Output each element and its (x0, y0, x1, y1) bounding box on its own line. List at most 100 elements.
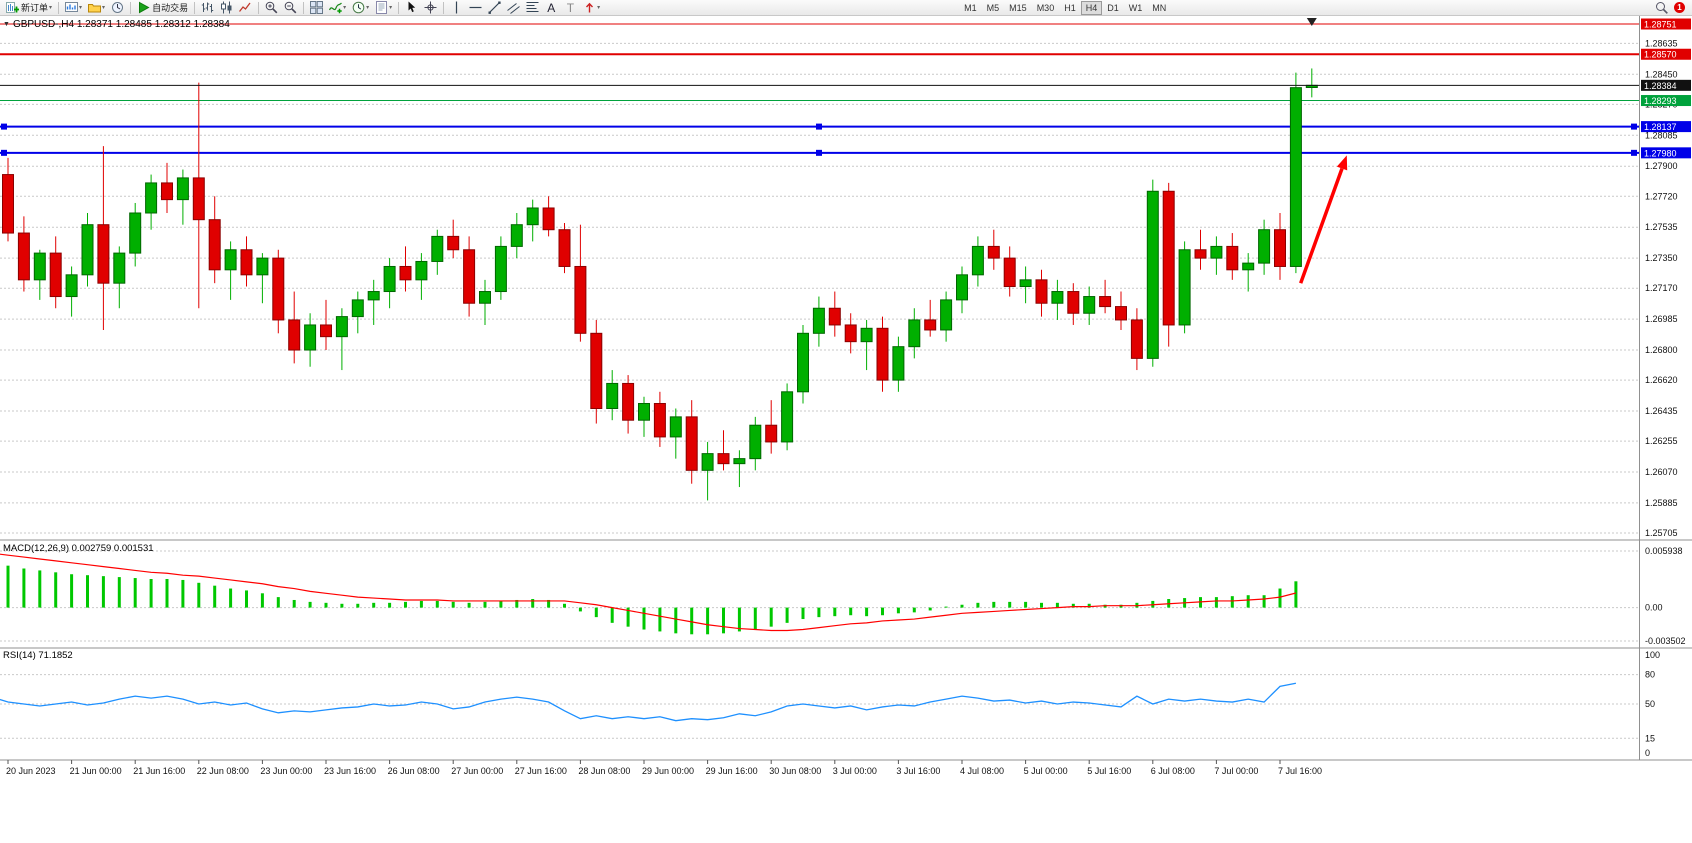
zoom-out-icon (284, 1, 297, 14)
candle-body (510, 224, 523, 247)
tile-windows-button[interactable] (307, 0, 326, 15)
candle-body (733, 458, 746, 465)
fibonacci-button[interactable] (523, 0, 542, 15)
channel-button[interactable] (504, 0, 523, 15)
rsi-scale-label: 0 (1645, 748, 1650, 758)
time-axis-label: 21 Jun 16:00 (133, 766, 185, 776)
candle-body (113, 252, 126, 284)
line-handle[interactable] (1, 149, 7, 156)
text-button[interactable]: A (542, 0, 561, 15)
candle-body (479, 291, 491, 304)
indicators-icon (329, 2, 343, 14)
market-watch-button[interactable] (108, 0, 127, 15)
text-icon: A (547, 1, 555, 14)
candlestick-button[interactable] (217, 0, 236, 15)
toolbar-group: 新订单 ▾ (3, 0, 55, 16)
charts-button[interactable]: ▾ (62, 0, 85, 15)
time-axis-label: 23 Jun 00:00 (260, 766, 312, 776)
line-handle[interactable] (1631, 123, 1637, 130)
autotrade-button[interactable]: 自动交易 (134, 0, 191, 15)
timeframe-H4[interactable]: H4 (1080, 0, 1103, 15)
horizontal-line-icon (469, 6, 482, 9)
line-handle[interactable] (1, 123, 7, 130)
candle-body (717, 453, 730, 465)
candle-body (367, 291, 380, 301)
indicators-button[interactable]: ▾ (326, 0, 349, 15)
crosshair-icon (424, 1, 437, 14)
zoom-in-button[interactable] (262, 0, 281, 15)
rsi-scale-label: 80 (1645, 670, 1655, 680)
timeframe-D1[interactable]: D1 (1102, 1, 1124, 15)
arrows-button[interactable]: ▾ (580, 0, 603, 15)
timeframe-M15[interactable]: M15 (1004, 1, 1032, 15)
candle-body (272, 257, 285, 321)
trend-arrow[interactable] (1299, 167, 1344, 284)
line-handle[interactable] (816, 123, 822, 130)
candle-body (192, 177, 205, 221)
candle-body (161, 182, 173, 201)
timeframe-H1[interactable]: H1 (1059, 1, 1081, 15)
new-order-button[interactable]: 新订单 ▾ (3, 0, 55, 15)
price-scale-label: 1.27720 (1645, 191, 1678, 201)
ohlc-bars-button[interactable] (198, 0, 217, 15)
price-scale-label: 1.26620 (1645, 375, 1678, 385)
toolbar-group (262, 0, 300, 16)
search-button[interactable] (1652, 0, 1671, 15)
price-tag (1641, 48, 1691, 60)
timeframe-MN[interactable]: MN (1147, 1, 1171, 15)
label-button[interactable]: T (561, 0, 580, 15)
time-axis-label: 23 Jun 16:00 (324, 766, 376, 776)
crosshair-button[interactable] (421, 0, 440, 15)
rsi-scale-label: 50 (1645, 699, 1655, 709)
macd-scale-label: 0.00 (1645, 603, 1663, 613)
zoom-out-button[interactable] (281, 0, 300, 15)
toolbar-group: ▾ ▾ ▾ (307, 0, 395, 16)
line-chart-button[interactable] (236, 0, 255, 15)
candle-body (1035, 279, 1048, 304)
price-tag (1641, 79, 1691, 91)
candle-body (701, 453, 714, 471)
collapse-chart-icon[interactable]: ▼ (3, 21, 10, 28)
timeframe-W1[interactable]: W1 (1124, 1, 1148, 15)
candle-body (17, 232, 30, 281)
price-scale-label: 1.26255 (1645, 436, 1678, 446)
notification-badge[interactable]: 1 (1674, 2, 1685, 13)
ohlc-bars-icon (201, 2, 214, 13)
candle-body (65, 274, 78, 298)
toolbar-group: A T ▾ (447, 0, 603, 16)
periods-button[interactable]: ▾ (349, 0, 372, 15)
new-order-icon (6, 2, 19, 13)
timeframe-M5[interactable]: M5 (982, 1, 1005, 15)
price-tag-label: 1.28751 (1644, 20, 1677, 30)
timeframe-M1[interactable]: M1 (959, 1, 982, 15)
candle-body (129, 212, 142, 254)
horizontal-line-button[interactable] (466, 0, 485, 15)
time-axis-label: 29 Jun 00:00 (642, 766, 694, 776)
cursor-button[interactable] (402, 0, 421, 15)
candle-body (908, 319, 921, 348)
templates-button[interactable]: ▾ (372, 0, 395, 15)
time-axis-label: 4 Jul 08:00 (960, 766, 1004, 776)
trendline-icon (488, 1, 501, 14)
timeframe-M30[interactable]: M30 (1032, 1, 1060, 15)
time-axis-label: 5 Jul 16:00 (1087, 766, 1131, 776)
trendline-button[interactable] (485, 0, 504, 15)
line-handle[interactable] (1631, 149, 1637, 156)
arrows-icon (586, 2, 594, 13)
dropdown-caret-icon: ▾ (79, 4, 83, 11)
chart-shift-marker[interactable] (1306, 18, 1317, 26)
time-axis-label: 3 Jul 16:00 (896, 766, 940, 776)
price-scale-label: 1.26985 (1645, 314, 1678, 324)
charts-icon (65, 2, 79, 12)
zoom-in-icon (265, 1, 278, 14)
candle-body (781, 391, 794, 443)
price-scale-label: 1.25705 (1645, 528, 1678, 538)
rsi-scale-label: 15 (1645, 733, 1655, 743)
vertical-line-button[interactable] (447, 0, 466, 15)
autotrade-label: 自动交易 (152, 3, 189, 13)
chart-canvas[interactable]: 1.286351.284501.282701.280851.279001.277… (0, 16, 1692, 843)
line-handle[interactable] (816, 149, 822, 156)
candle-body (415, 260, 428, 281)
profiles-button[interactable]: ▾ (85, 0, 108, 15)
